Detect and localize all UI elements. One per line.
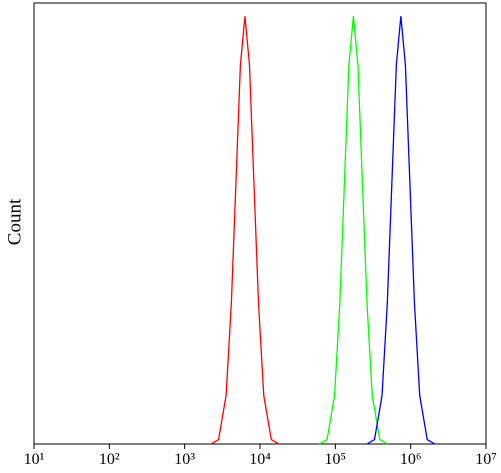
x-tick-label: 10³ — [174, 451, 195, 468]
x-tick-label: 10⁷ — [475, 451, 497, 468]
x-tick-label: 10² — [99, 451, 120, 468]
x-tick-label: 10⁴ — [249, 451, 271, 468]
x-tick-label: 10⁵ — [325, 451, 347, 468]
x-tick-label: 10⁶ — [400, 451, 422, 468]
y-axis-label: Count — [4, 198, 25, 245]
histogram-line — [319, 16, 388, 445]
histogram-line — [210, 16, 280, 445]
x-tick-label: 10¹ — [24, 451, 45, 468]
histogram-line — [366, 16, 436, 445]
